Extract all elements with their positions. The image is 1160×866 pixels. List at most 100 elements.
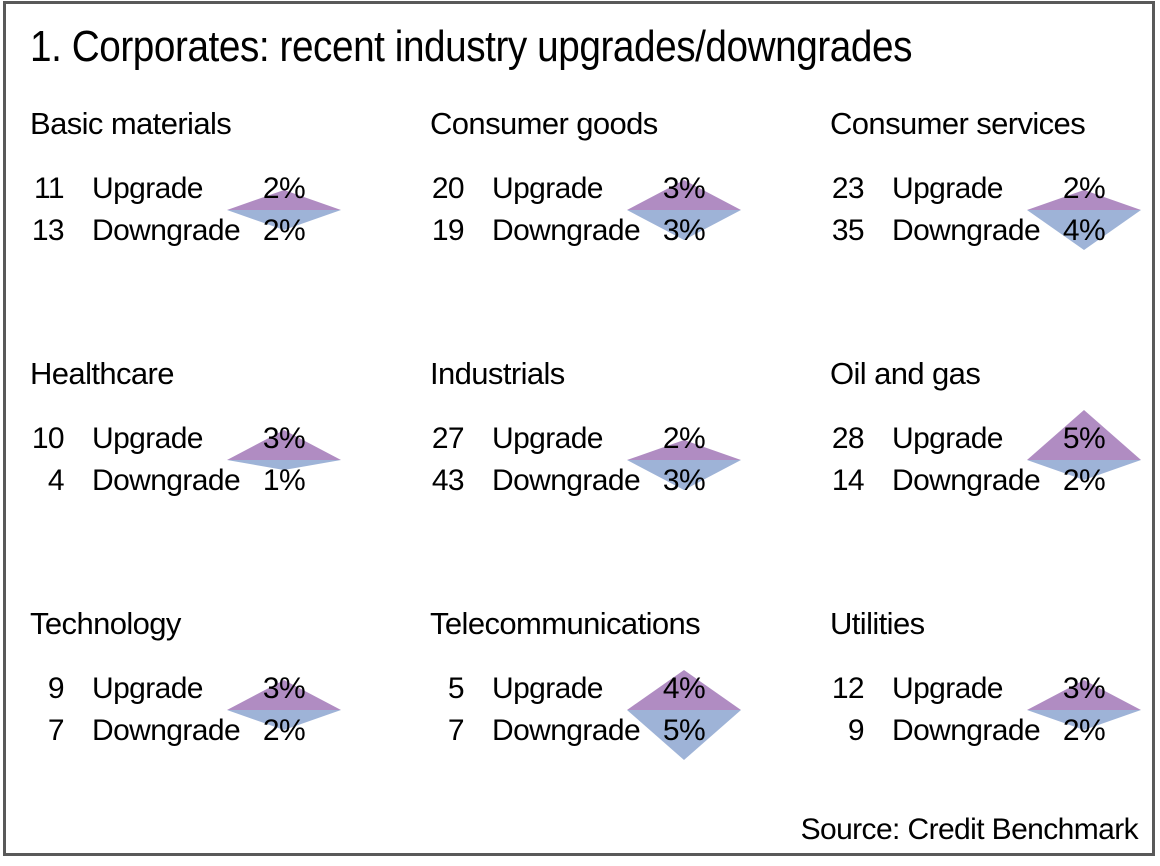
downgrade-label: Downgrade xyxy=(892,214,1041,247)
upgrade-triangle xyxy=(227,680,341,710)
downgrade-row: 14 Downgrade 2% xyxy=(830,460,1150,502)
upgrade-row: 20 Upgrade 3% xyxy=(430,168,830,210)
upgrade-triangle xyxy=(1027,190,1141,210)
downgrade-label: Downgrade xyxy=(492,464,641,497)
upgrade-count: 27 xyxy=(431,422,465,455)
downgrade-percent: 2% xyxy=(262,714,306,747)
downgrade-percent: 2% xyxy=(262,214,306,247)
downgrade-count: 7 xyxy=(47,714,65,747)
panel-title: Healthcare xyxy=(30,356,175,391)
chart-frame: 1. Corporates: recent industry upgrades/… xyxy=(3,1,1155,856)
industry-panel: Technology 9 Upgrade 3% 7 Downgrade 2% xyxy=(30,606,430,856)
downgrade-triangle xyxy=(1027,460,1141,480)
downgrade-count: 35 xyxy=(831,214,865,247)
downgrade-percent: 4% xyxy=(1062,214,1106,247)
panel-rows: 9 Upgrade 3% 7 Downgrade 2% xyxy=(30,668,430,752)
downgrade-row: 19 Downgrade 3% xyxy=(430,210,830,252)
upgrade-label: Upgrade xyxy=(492,422,603,455)
downgrade-label: Downgrade xyxy=(92,214,241,247)
downgrade-row: 13 Downgrade 2% xyxy=(30,210,430,252)
upgrade-triangle xyxy=(227,190,341,210)
downgrade-triangle xyxy=(627,710,741,760)
downgrade-triangle xyxy=(227,210,341,230)
updown-diamond-glyph xyxy=(627,670,741,760)
source-caption: Source: Credit Benchmark xyxy=(800,813,1139,846)
panel-title: Consumer goods xyxy=(430,106,658,141)
upgrade-triangle xyxy=(627,440,741,460)
upgrade-percent: 2% xyxy=(262,172,306,205)
downgrade-percent: 3% xyxy=(662,214,706,247)
upgrade-percent: 2% xyxy=(662,422,706,455)
panel-title: Utilities xyxy=(830,606,925,641)
upgrade-triangle xyxy=(227,430,341,460)
upgrade-count: 11 xyxy=(34,172,65,205)
downgrade-row: 9 Downgrade 2% xyxy=(830,710,1150,752)
updown-diamond-glyph xyxy=(1027,410,1141,480)
downgrade-percent: 1% xyxy=(262,464,306,497)
industry-panel: Consumer goods 20 Upgrade 3% 19 Downgrade … xyxy=(430,106,830,356)
downgrade-percent: 5% xyxy=(662,714,706,747)
industry-panel: Oil and gas 28 Upgrade 5% 14 Downgrade 2% xyxy=(830,356,1150,606)
upgrade-triangle xyxy=(1027,410,1141,460)
downgrade-triangle xyxy=(1027,210,1141,250)
downgrade-label: Downgrade xyxy=(92,464,241,497)
upgrade-label: Upgrade xyxy=(492,172,603,205)
panel-rows: 5 Upgrade 4% 7 Downgrade 5% xyxy=(430,668,830,760)
industry-panel: Industrials 27 Upgrade 2% 43 Downgrade 3% xyxy=(430,356,830,606)
downgrade-count: 13 xyxy=(31,214,65,247)
downgrade-percent: 2% xyxy=(1062,714,1106,747)
downgrade-triangle xyxy=(627,460,741,490)
upgrade-triangle xyxy=(627,670,741,710)
upgrade-count: 9 xyxy=(47,672,65,705)
industry-panel: Basic materials 11 Upgrade 2% 13 Downgrade… xyxy=(30,106,430,356)
downgrade-row: 7 Downgrade 2% xyxy=(30,710,430,752)
upgrade-row: 28 Upgrade 5% xyxy=(830,418,1150,460)
downgrade-triangle xyxy=(1027,710,1141,730)
upgrade-label: Upgrade xyxy=(92,172,203,205)
panels-grid: Basic materials 11 Upgrade 2% 13 Downgrade… xyxy=(30,106,1150,856)
downgrade-count: 43 xyxy=(431,464,465,497)
downgrade-row: 7 Downgrade 5% xyxy=(430,710,830,752)
upgrade-count: 5 xyxy=(447,672,465,705)
upgrade-count: 23 xyxy=(831,172,865,205)
updown-diamond-glyph xyxy=(227,430,341,470)
panel-rows: 27 Upgrade 2% 43 Downgrade 3% xyxy=(430,418,830,502)
upgrade-row: 11 Upgrade 2% xyxy=(30,168,430,210)
downgrade-triangle xyxy=(227,710,341,730)
chart-title: 1. Corporates: recent industry upgrades/… xyxy=(30,22,912,71)
downgrade-count: 19 xyxy=(431,214,465,247)
downgrade-row: 43 Downgrade 3% xyxy=(430,460,830,502)
panel-title: Basic materials xyxy=(30,106,232,141)
panel-title: Technology xyxy=(30,606,181,641)
updown-diamond-glyph xyxy=(227,680,341,730)
upgrade-row: 10 Upgrade 3% xyxy=(30,418,430,460)
panel-rows: 12 Upgrade 3% 9 Downgrade 2% xyxy=(830,668,1150,752)
panel-title: Oil and gas xyxy=(830,356,981,391)
upgrade-row: 23 Upgrade 2% xyxy=(830,168,1150,210)
downgrade-label: Downgrade xyxy=(492,714,641,747)
downgrade-label: Downgrade xyxy=(892,714,1041,747)
upgrade-percent: 4% xyxy=(662,672,706,705)
downgrade-label: Downgrade xyxy=(892,464,1041,497)
panel-title: Telecommunications xyxy=(430,606,701,641)
panel-rows: 10 Upgrade 3% 4 Downgrade 1% xyxy=(30,418,430,502)
updown-diamond-glyph xyxy=(627,440,741,490)
upgrade-percent: 3% xyxy=(262,672,306,705)
upgrade-percent: 5% xyxy=(1062,422,1106,455)
upgrade-percent: 3% xyxy=(1062,672,1106,705)
panel-rows: 28 Upgrade 5% 14 Downgrade 2% xyxy=(830,410,1150,502)
upgrade-label: Upgrade xyxy=(892,422,1003,455)
upgrade-count: 12 xyxy=(831,672,865,705)
updown-diamond-glyph xyxy=(627,180,741,240)
upgrade-count: 28 xyxy=(831,422,865,455)
upgrade-label: Upgrade xyxy=(92,422,203,455)
industry-panel: Healthcare 10 Upgrade 3% 4 Downgrade 1% xyxy=(30,356,430,606)
upgrade-row: 12 Upgrade 3% xyxy=(830,668,1150,710)
industry-panel: Utilities 12 Upgrade 3% 9 Downgrade 2% xyxy=(830,606,1150,856)
panel-rows: 20 Upgrade 3% 19 Downgrade 3% xyxy=(430,168,830,252)
upgrade-triangle xyxy=(1027,680,1141,710)
panel-rows: 23 Upgrade 2% 35 Downgrade 4% xyxy=(830,168,1150,252)
upgrade-count: 20 xyxy=(431,172,465,205)
upgrade-label: Upgrade xyxy=(492,672,603,705)
upgrade-percent: 3% xyxy=(262,422,306,455)
